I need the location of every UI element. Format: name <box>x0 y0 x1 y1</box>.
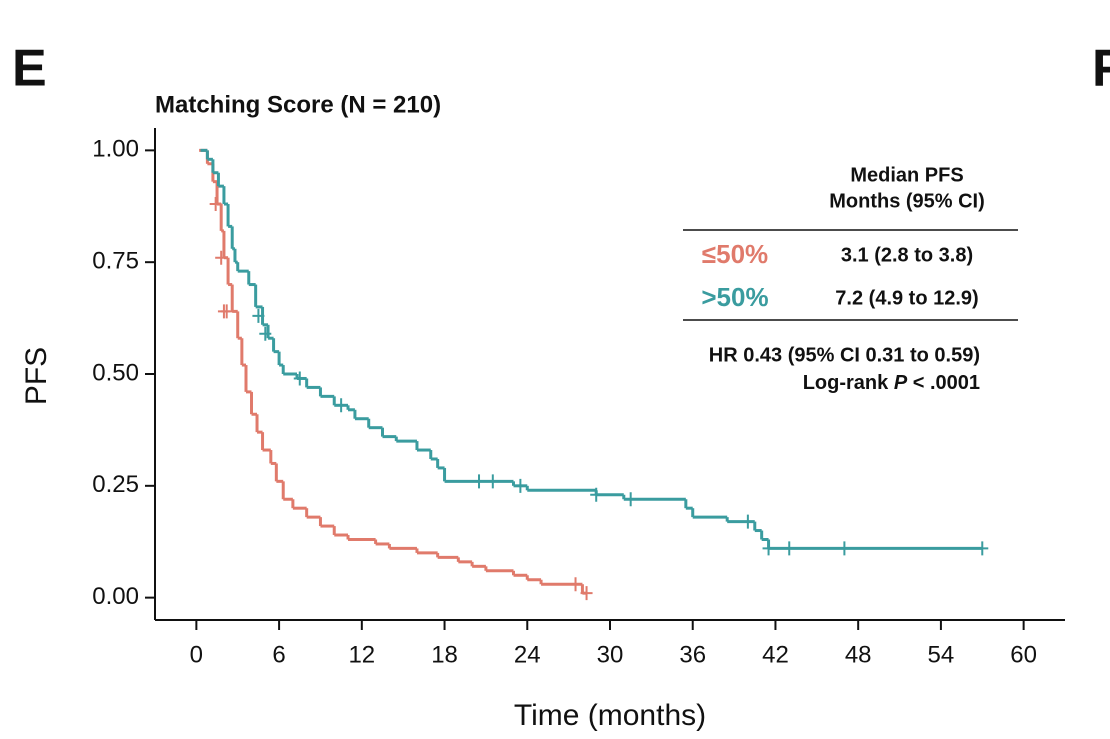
table-header: Months (95% CI) <box>829 190 985 212</box>
annotation: Log-rank P < .0001 <box>803 372 980 394</box>
x-tick-label: 18 <box>431 641 458 668</box>
censor-mark <box>486 474 499 489</box>
censor-mark <box>976 541 989 556</box>
x-tick-label: 6 <box>272 641 285 668</box>
x-tick-label: 0 <box>190 641 203 668</box>
censor-mark <box>215 250 228 265</box>
x-tick-label: 60 <box>1010 641 1037 668</box>
censor-mark <box>580 586 593 601</box>
censor-mark <box>514 478 527 493</box>
panel-label: E <box>12 40 47 98</box>
x-tick-label: 30 <box>597 641 624 668</box>
x-tick-label: 36 <box>679 641 706 668</box>
panel-label: F <box>1092 40 1110 98</box>
censor-mark <box>762 541 775 556</box>
x-tick-label: 24 <box>514 641 541 668</box>
censor-mark <box>209 197 222 212</box>
y-axis-label: PFS <box>20 347 53 405</box>
censor-mark <box>783 541 796 556</box>
table-header: Median PFS <box>850 164 963 186</box>
chart-title: Matching Score (N = 210) <box>155 91 441 118</box>
x-tick-label: 42 <box>762 641 789 668</box>
censor-mark <box>590 487 603 502</box>
y-tick-label: 0.00 <box>92 583 139 610</box>
annotation: P <box>894 372 908 394</box>
annotation: HR 0.43 (95% CI 0.31 to 0.59) <box>709 344 980 366</box>
censor-mark <box>252 308 265 323</box>
censor-mark <box>473 474 486 489</box>
x-axis-label: Time (months) <box>514 699 706 732</box>
censor-mark <box>293 371 306 386</box>
censor-mark <box>624 492 637 507</box>
censor-mark <box>220 304 233 319</box>
censor-mark <box>838 541 851 556</box>
x-tick-label: 48 <box>845 641 872 668</box>
censor-mark <box>569 577 582 592</box>
x-tick-label: 12 <box>348 641 375 668</box>
annotation: Log-rank <box>803 372 894 394</box>
censor-mark <box>259 326 272 341</box>
median-label: 7.2 (4.9 to 12.9) <box>835 287 978 309</box>
censor-mark <box>335 398 348 413</box>
y-tick-label: 0.50 <box>92 359 139 386</box>
legend-label: >50% <box>701 282 768 312</box>
y-tick-label: 0.75 <box>92 248 139 275</box>
x-tick-label: 54 <box>928 641 955 668</box>
median-label: 3.1 (2.8 to 3.8) <box>841 244 973 266</box>
y-tick-label: 1.00 <box>92 136 139 163</box>
legend-label: ≤50% <box>702 239 768 269</box>
censor-mark <box>741 514 754 529</box>
y-tick-label: 0.25 <box>92 471 139 498</box>
annotation: < .0001 <box>907 372 980 394</box>
